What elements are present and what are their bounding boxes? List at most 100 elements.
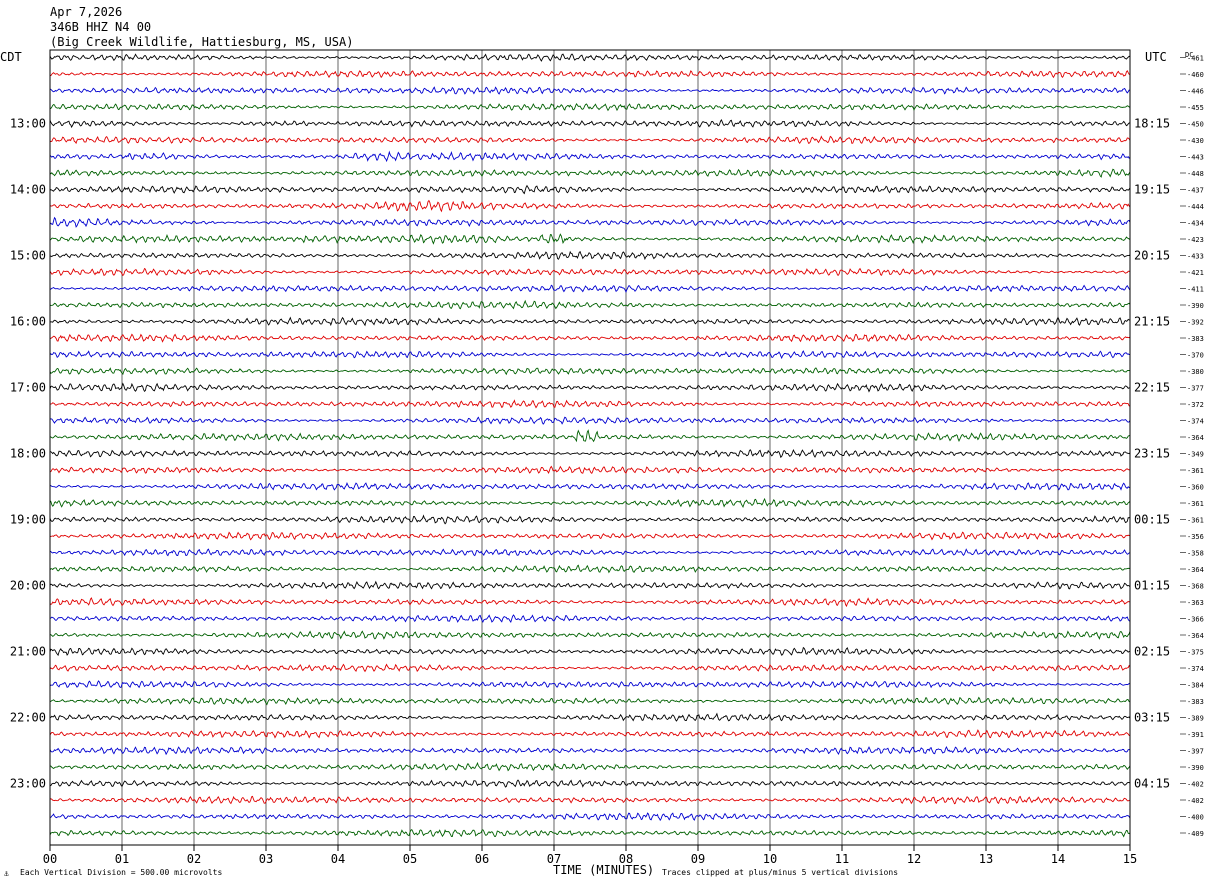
x-tick-label: 06 (475, 852, 489, 866)
right-hour-label: 23:15 (1134, 447, 1170, 461)
left-hour-label: 21:00 (10, 645, 46, 659)
x-tick-label: 05 (403, 852, 417, 866)
dc-offset-label: -450 (1187, 121, 1204, 129)
trace-row (49, 680, 1131, 689)
trace-row (49, 429, 1131, 443)
dc-offset-label: -390 (1187, 764, 1204, 772)
trace-row (49, 299, 1131, 310)
dc-offset-label: -377 (1187, 385, 1204, 393)
dc-offset-label: -383 (1187, 335, 1204, 343)
dc-offset-label: -397 (1187, 748, 1204, 756)
x-tick-label: 15 (1123, 852, 1137, 866)
trace-row (49, 53, 1131, 62)
header-station: 346B HHZ N4 00 (50, 20, 151, 34)
left-timezone-label: CDT (0, 50, 22, 64)
trace-row (49, 712, 1131, 722)
trace-row (49, 482, 1131, 491)
left-hour-label: 18:00 (10, 447, 46, 461)
trace-row (49, 531, 1131, 541)
dc-offset-label: -409 (1187, 830, 1204, 838)
dc-offset-label: -461 (1187, 55, 1204, 63)
dc-offset-label: -400 (1187, 814, 1204, 822)
dc-offset-label: -383 (1187, 698, 1204, 706)
footer-clip-note: Traces clipped at plus/minus 5 vertical … (662, 868, 898, 877)
trace-row (49, 135, 1131, 145)
x-tick-label: 11 (835, 852, 849, 866)
x-tick-label: 07 (547, 852, 561, 866)
trace-row (49, 216, 1131, 228)
trace-row (49, 795, 1131, 805)
header-date: Apr 7,2026 (50, 5, 122, 19)
dc-offset-label: -361 (1187, 500, 1204, 508)
plot-frame (49, 49, 1131, 846)
dc-offset-label: -423 (1187, 236, 1204, 244)
x-tick-label: 12 (907, 852, 921, 866)
trace-row (49, 350, 1131, 360)
trace-row (49, 746, 1131, 756)
dc-offset-label: -360 (1187, 484, 1204, 492)
dc-offset-labels: -461 -460 -446 -455 -450 -430 -443 -448 -437 -444… (1180, 55, 1204, 838)
trace-row (49, 465, 1131, 475)
trace-row (49, 284, 1131, 294)
dc-label: DC (1185, 51, 1193, 59)
x-axis-title: TIME (MINUTES) (553, 863, 654, 877)
right-hour-label: 01:15 (1134, 579, 1170, 593)
dc-offset-label: -372 (1187, 401, 1204, 409)
left-hour-label: 20:00 (10, 579, 46, 593)
x-tick-label: 02 (187, 852, 201, 866)
right-hour-label: 00:15 (1134, 513, 1170, 527)
x-tick-label: 04 (331, 852, 345, 866)
trace-row (49, 416, 1131, 425)
dc-offset-label: -460 (1187, 71, 1204, 79)
dc-offset-label: -368 (1187, 583, 1204, 591)
dc-offset-label: -443 (1187, 154, 1204, 162)
dc-offset-label: -363 (1187, 599, 1204, 607)
right-timezone-label: UTC (1145, 50, 1167, 64)
trace-row (49, 199, 1131, 213)
dc-offset-label: -361 (1187, 467, 1204, 475)
trace-row (49, 548, 1131, 557)
dc-offset-label: -448 (1187, 170, 1204, 178)
dc-offset-label: -358 (1187, 550, 1204, 558)
left-hour-labels: 13:00 14:00 15:00 16:00 17:00 18:00 19:00 20:00… (10, 117, 46, 791)
x-tick-label: 08 (619, 852, 633, 866)
left-hour-label: 13:00 (10, 117, 46, 131)
trace-row (49, 367, 1131, 376)
dc-offset-label: -370 (1187, 352, 1204, 360)
dc-offset-label: -430 (1187, 137, 1204, 145)
x-tick-labels: 00 01 02 03 04 05 06 07 08 09 10 11 12 13 14 15 (43, 845, 1137, 866)
trace-row (49, 382, 1131, 393)
right-hour-label: 19:15 (1134, 183, 1170, 197)
right-hour-label: 02:15 (1134, 645, 1170, 659)
right-hour-labels: 18:15 19:15 20:15 21:15 22:15 23:15 00:15 01:15… (1134, 117, 1170, 791)
dc-offset-label: -384 (1187, 682, 1204, 690)
left-hour-label: 22:00 (10, 711, 46, 725)
left-hour-label: 23:00 (10, 777, 46, 791)
right-hour-label: 22:15 (1134, 381, 1170, 395)
dc-offset-label: -411 (1187, 286, 1204, 294)
dc-offset-label: -455 (1187, 104, 1204, 112)
right-hour-label: 20:15 (1134, 249, 1170, 263)
trace-row (49, 399, 1131, 409)
header-location: (Big Creek Wildlife, Hattiesburg, MS, US… (50, 35, 353, 49)
left-hour-label: 16:00 (10, 315, 46, 329)
trace-row (49, 250, 1131, 261)
dc-offset-label: -349 (1187, 451, 1204, 459)
trace-row (49, 597, 1131, 608)
dc-offset-label: -364 (1187, 632, 1204, 640)
dc-offset-label: -356 (1187, 533, 1204, 541)
trace-row (49, 564, 1131, 574)
time-gridlines (121, 50, 1059, 845)
trace-row (49, 497, 1131, 508)
dc-offset-label: -364 (1187, 566, 1204, 574)
dc-offset-label: -361 (1187, 517, 1204, 525)
dc-offset-label: -391 (1187, 731, 1204, 739)
trace-row (49, 168, 1131, 178)
trace-row (49, 69, 1131, 79)
dc-offset-label: -437 (1187, 187, 1204, 195)
trace-row (49, 663, 1131, 673)
dc-offset-label: -390 (1187, 302, 1204, 310)
trace-row (49, 316, 1131, 327)
trace-row (49, 102, 1131, 112)
